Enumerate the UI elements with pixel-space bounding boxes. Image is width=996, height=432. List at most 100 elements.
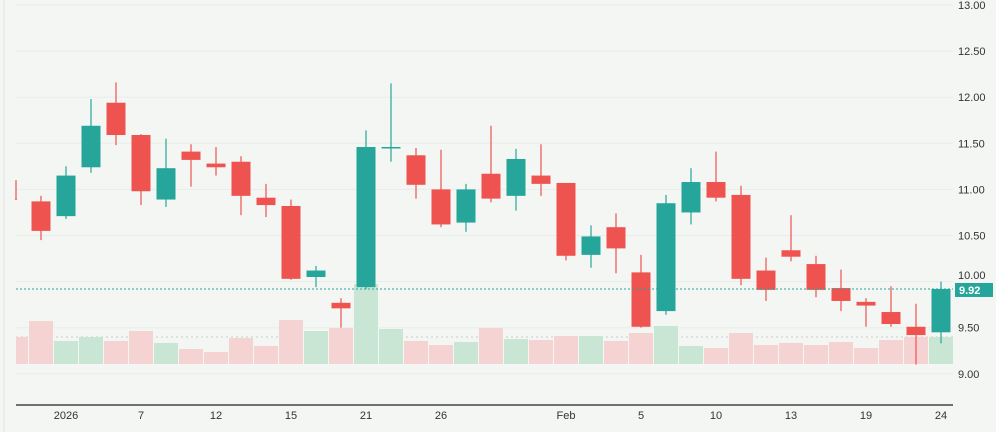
volume-bar bbox=[579, 336, 603, 364]
volume-bar bbox=[304, 331, 328, 364]
y-axis[interactable]: 13.00 12.50 12.00 11.50 11.00 10.50 10.00 9.50 9… bbox=[958, 0, 986, 381]
last-price-badge bbox=[955, 282, 993, 297]
candle-body bbox=[306, 270, 326, 277]
candle-body bbox=[481, 173, 501, 199]
volume-bar bbox=[104, 341, 128, 364]
volume-bar bbox=[16, 337, 28, 364]
candle-body bbox=[331, 302, 351, 309]
volume-bar bbox=[354, 284, 378, 364]
candle-body bbox=[256, 197, 276, 206]
candle-body bbox=[56, 175, 76, 217]
candle-body bbox=[31, 201, 51, 231]
volume-bar bbox=[329, 328, 353, 364]
volume-bar bbox=[729, 333, 753, 364]
volume-bar bbox=[279, 320, 303, 364]
candle-body bbox=[431, 189, 451, 225]
candle-body bbox=[806, 264, 826, 290]
candle-body bbox=[581, 236, 601, 255]
volume-bar bbox=[229, 338, 253, 364]
x-tick-label: 13 bbox=[785, 410, 797, 422]
volume-bar bbox=[754, 345, 778, 364]
candle-body bbox=[906, 326, 926, 336]
candle-body bbox=[656, 203, 676, 312]
volume-bar bbox=[804, 345, 828, 364]
volume-bar bbox=[379, 329, 403, 364]
candle-body bbox=[781, 250, 801, 257]
volume-bar bbox=[429, 345, 453, 364]
volume-bar bbox=[604, 341, 628, 364]
y-tick-label: 10.00 bbox=[958, 270, 986, 282]
x-tick-label: 12 bbox=[210, 410, 222, 422]
y-tick-label: 9.00 bbox=[958, 369, 979, 381]
y-tick-label: 12.00 bbox=[958, 92, 986, 104]
candle-body bbox=[831, 288, 851, 301]
volume-bar bbox=[79, 337, 103, 364]
y-tick-label: 13.00 bbox=[958, 0, 986, 12]
candle-body bbox=[731, 194, 751, 279]
candle-body bbox=[406, 155, 426, 185]
candle-body bbox=[381, 146, 401, 149]
volume-bar bbox=[879, 340, 903, 364]
volume-bar bbox=[154, 343, 178, 364]
x-axis[interactable]: 2026 7 12 15 21 26 Feb 5 10 13 19 24 bbox=[54, 410, 947, 422]
x-tick-label: 19 bbox=[860, 410, 872, 422]
volume-bar bbox=[704, 348, 728, 364]
candle-body bbox=[356, 146, 376, 288]
candles bbox=[15, 82, 951, 365]
candle-body bbox=[856, 301, 876, 306]
volume-bar bbox=[129, 331, 153, 364]
x-tick-label: 26 bbox=[435, 410, 447, 422]
candle-body bbox=[81, 125, 101, 168]
candle-body bbox=[181, 151, 201, 160]
y-tick-label: 11.50 bbox=[958, 138, 985, 150]
y-tick-label: 10.50 bbox=[958, 231, 986, 243]
last-price-label: 9.92 bbox=[959, 285, 980, 297]
candle-body bbox=[231, 161, 251, 196]
x-tick-label: 7 bbox=[138, 410, 144, 422]
candle-body bbox=[131, 135, 151, 192]
candle-body bbox=[606, 227, 626, 249]
y-tick-label: 11.00 bbox=[958, 184, 985, 196]
volume-bar bbox=[404, 341, 428, 364]
candle-body bbox=[756, 270, 776, 290]
volume-bar bbox=[204, 352, 228, 364]
y-tick-label: 12.50 bbox=[958, 46, 986, 58]
candle-body bbox=[531, 175, 551, 184]
volume-bar bbox=[254, 346, 278, 364]
x-tick-label: Feb bbox=[557, 410, 576, 422]
volume-bar bbox=[679, 346, 703, 364]
candle-body bbox=[931, 288, 951, 333]
x-tick-label: 10 bbox=[710, 410, 722, 422]
candle-body bbox=[456, 189, 476, 223]
volume-bar bbox=[454, 342, 478, 364]
volume-bar bbox=[479, 328, 503, 364]
x-tick-label: 21 bbox=[360, 410, 372, 422]
volume-bar bbox=[554, 336, 578, 364]
candle-body bbox=[106, 102, 126, 136]
volume-bar bbox=[629, 333, 653, 364]
volume-bar bbox=[779, 343, 803, 364]
candle-body bbox=[506, 158, 526, 196]
candle-body bbox=[631, 272, 651, 327]
x-tick-label: 24 bbox=[935, 410, 947, 422]
x-tick-label: 15 bbox=[285, 410, 297, 422]
volume-bar bbox=[179, 349, 203, 364]
candle-body bbox=[156, 168, 176, 200]
volume-bar bbox=[654, 326, 678, 364]
volume-bar bbox=[54, 341, 78, 364]
volume-bar bbox=[504, 339, 528, 364]
volume-bar bbox=[29, 321, 53, 364]
candle-body bbox=[681, 182, 701, 213]
volume-bar bbox=[854, 348, 878, 364]
candle-body bbox=[706, 182, 726, 198]
volume-bar bbox=[829, 342, 853, 364]
candle-body bbox=[206, 163, 226, 168]
candle-body bbox=[881, 312, 901, 325]
candle-body bbox=[15, 198, 17, 201]
y-tick-label: 9.50 bbox=[958, 323, 979, 335]
candle-body bbox=[281, 205, 301, 279]
volume-bar bbox=[529, 340, 553, 364]
x-tick-label: 5 bbox=[638, 410, 644, 422]
candle-body bbox=[556, 182, 576, 256]
